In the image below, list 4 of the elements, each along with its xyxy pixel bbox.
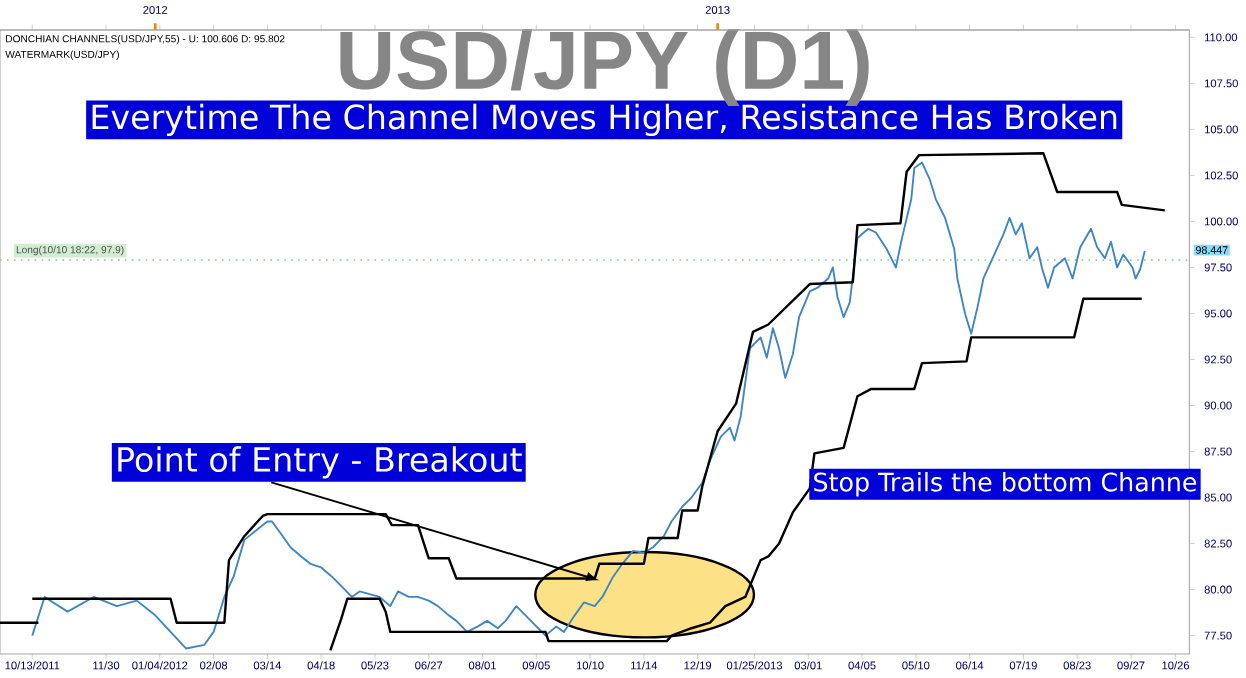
annotation: Everytime The Channel Moves Higher, Resistance Has Broken [92, 103, 1117, 136]
chart-title: USD/JPY (D1) [340, 28, 869, 106]
annotation: Point of Entry - Breakout [118, 446, 522, 479]
annotation: Stop Trails the bottom Channe [814, 472, 1197, 497]
